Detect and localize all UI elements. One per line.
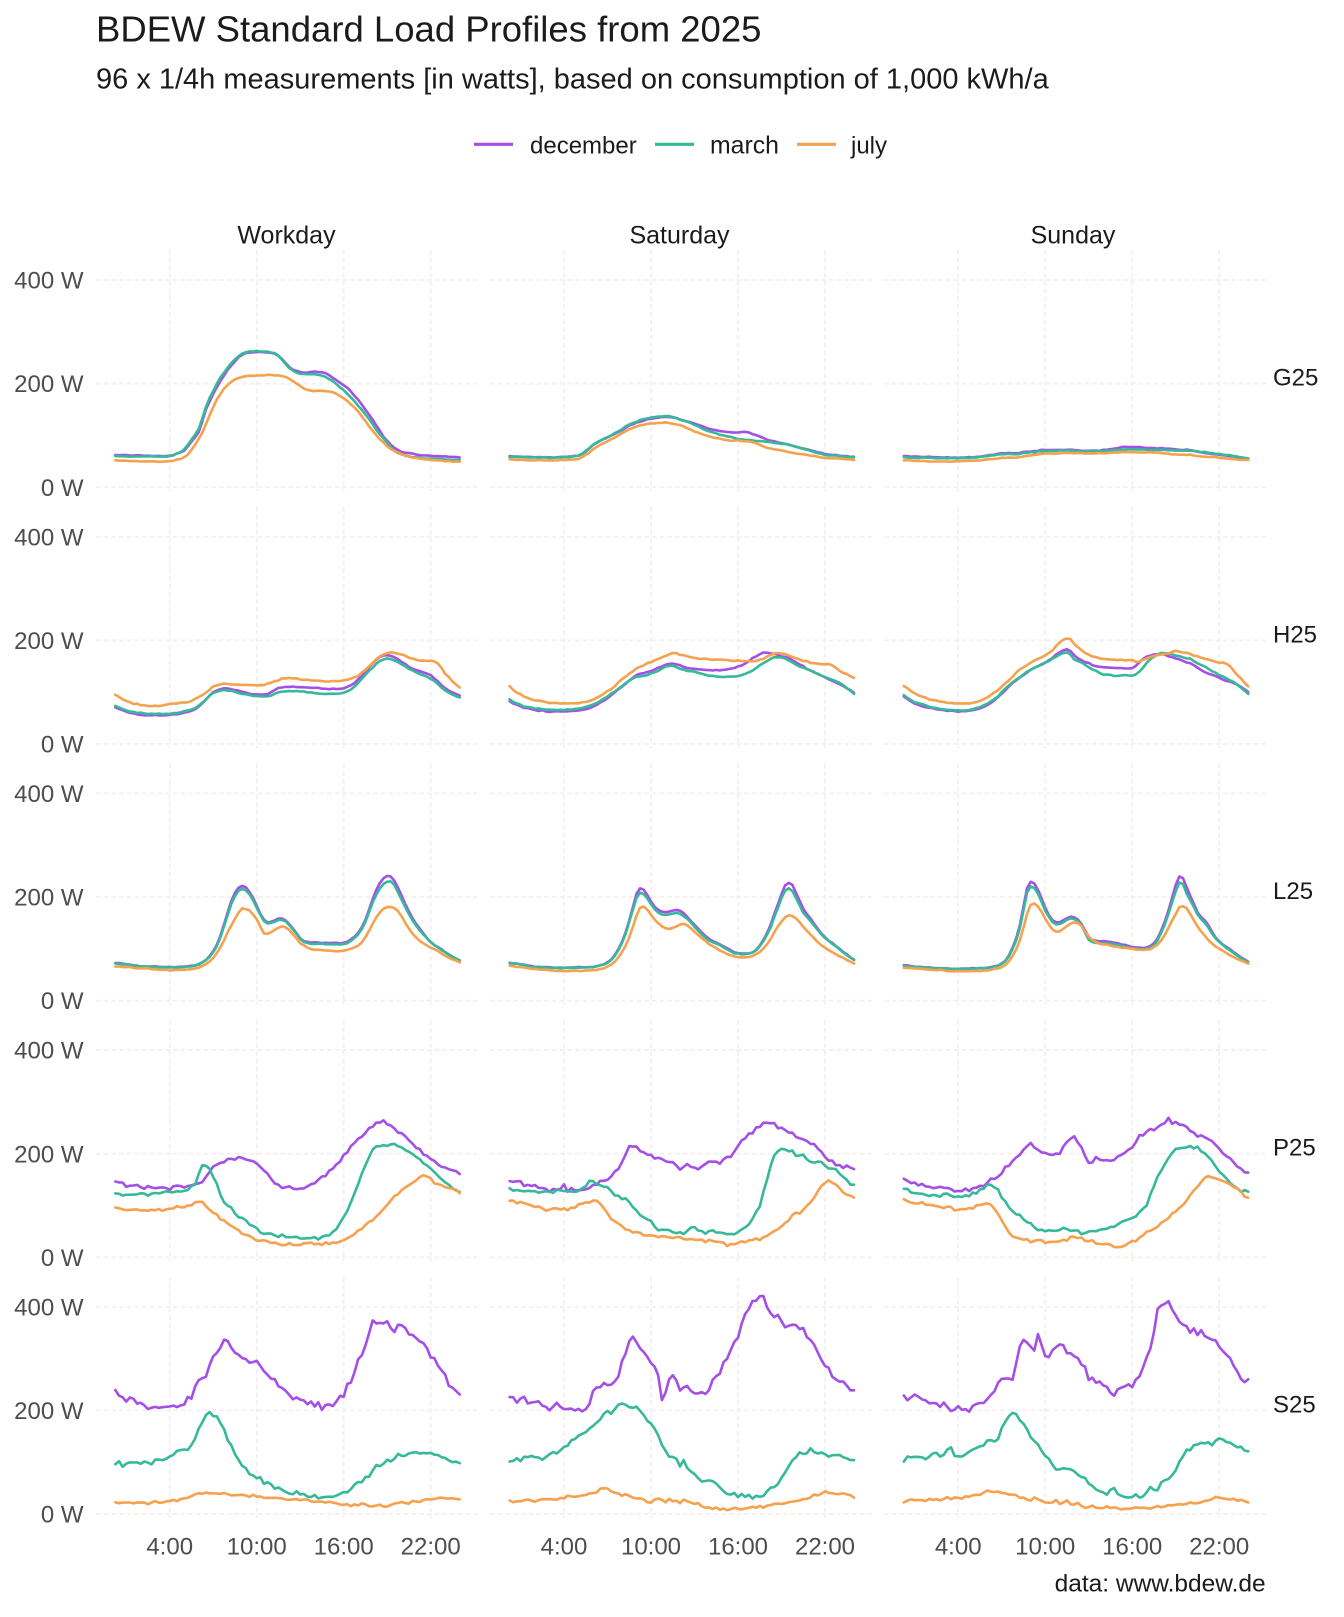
svg-text:Workday: Workday bbox=[237, 222, 336, 250]
svg-text:200 W: 200 W bbox=[14, 1141, 84, 1168]
svg-text:400 W: 400 W bbox=[14, 1038, 84, 1065]
svg-text:BDEW Standard Load Profiles fr: BDEW Standard Load Profiles from 2025 bbox=[96, 9, 761, 50]
svg-text:10:00: 10:00 bbox=[1015, 1534, 1075, 1561]
svg-text:4:00: 4:00 bbox=[935, 1534, 982, 1561]
svg-text:22:00: 22:00 bbox=[795, 1534, 855, 1561]
svg-text:0 W: 0 W bbox=[41, 1245, 84, 1272]
svg-text:H25: H25 bbox=[1273, 621, 1317, 648]
svg-text:4:00: 4:00 bbox=[541, 1534, 588, 1561]
svg-text:G25: G25 bbox=[1273, 365, 1318, 392]
svg-text:0 W: 0 W bbox=[41, 475, 84, 502]
svg-text:10:00: 10:00 bbox=[621, 1534, 681, 1561]
svg-text:400 W: 400 W bbox=[14, 524, 84, 551]
svg-text:96 x 1/4h measurements [in wat: 96 x 1/4h measurements [in watts], based… bbox=[96, 64, 1050, 96]
svg-text:16:00: 16:00 bbox=[1102, 1534, 1162, 1561]
svg-text:400 W: 400 W bbox=[14, 1294, 84, 1321]
svg-text:400 W: 400 W bbox=[14, 781, 84, 808]
svg-text:10:00: 10:00 bbox=[227, 1534, 287, 1561]
svg-text:4:00: 4:00 bbox=[146, 1534, 193, 1561]
svg-text:200 W: 200 W bbox=[14, 1398, 84, 1425]
svg-text:16:00: 16:00 bbox=[314, 1534, 374, 1561]
svg-text:december: december bbox=[530, 133, 637, 160]
svg-text:200 W: 200 W bbox=[14, 885, 84, 912]
svg-text:16:00: 16:00 bbox=[708, 1534, 768, 1561]
svg-text:200 W: 200 W bbox=[14, 371, 84, 398]
svg-text:22:00: 22:00 bbox=[1189, 1534, 1249, 1561]
svg-text:0 W: 0 W bbox=[41, 988, 84, 1015]
svg-text:400 W: 400 W bbox=[14, 268, 84, 295]
svg-text:data: www.bdew.de: data: www.bdew.de bbox=[1055, 1571, 1266, 1598]
svg-text:200 W: 200 W bbox=[14, 628, 84, 655]
svg-text:Saturday: Saturday bbox=[629, 222, 730, 250]
svg-text:march: march bbox=[710, 133, 779, 160]
svg-text:july: july bbox=[850, 133, 887, 160]
svg-text:0 W: 0 W bbox=[41, 732, 84, 759]
svg-text:L25: L25 bbox=[1273, 878, 1313, 905]
svg-text:0 W: 0 W bbox=[41, 1502, 84, 1529]
svg-text:22:00: 22:00 bbox=[401, 1534, 461, 1561]
svg-text:P25: P25 bbox=[1273, 1135, 1316, 1162]
svg-text:Sunday: Sunday bbox=[1031, 222, 1116, 250]
svg-text:S25: S25 bbox=[1273, 1391, 1316, 1418]
